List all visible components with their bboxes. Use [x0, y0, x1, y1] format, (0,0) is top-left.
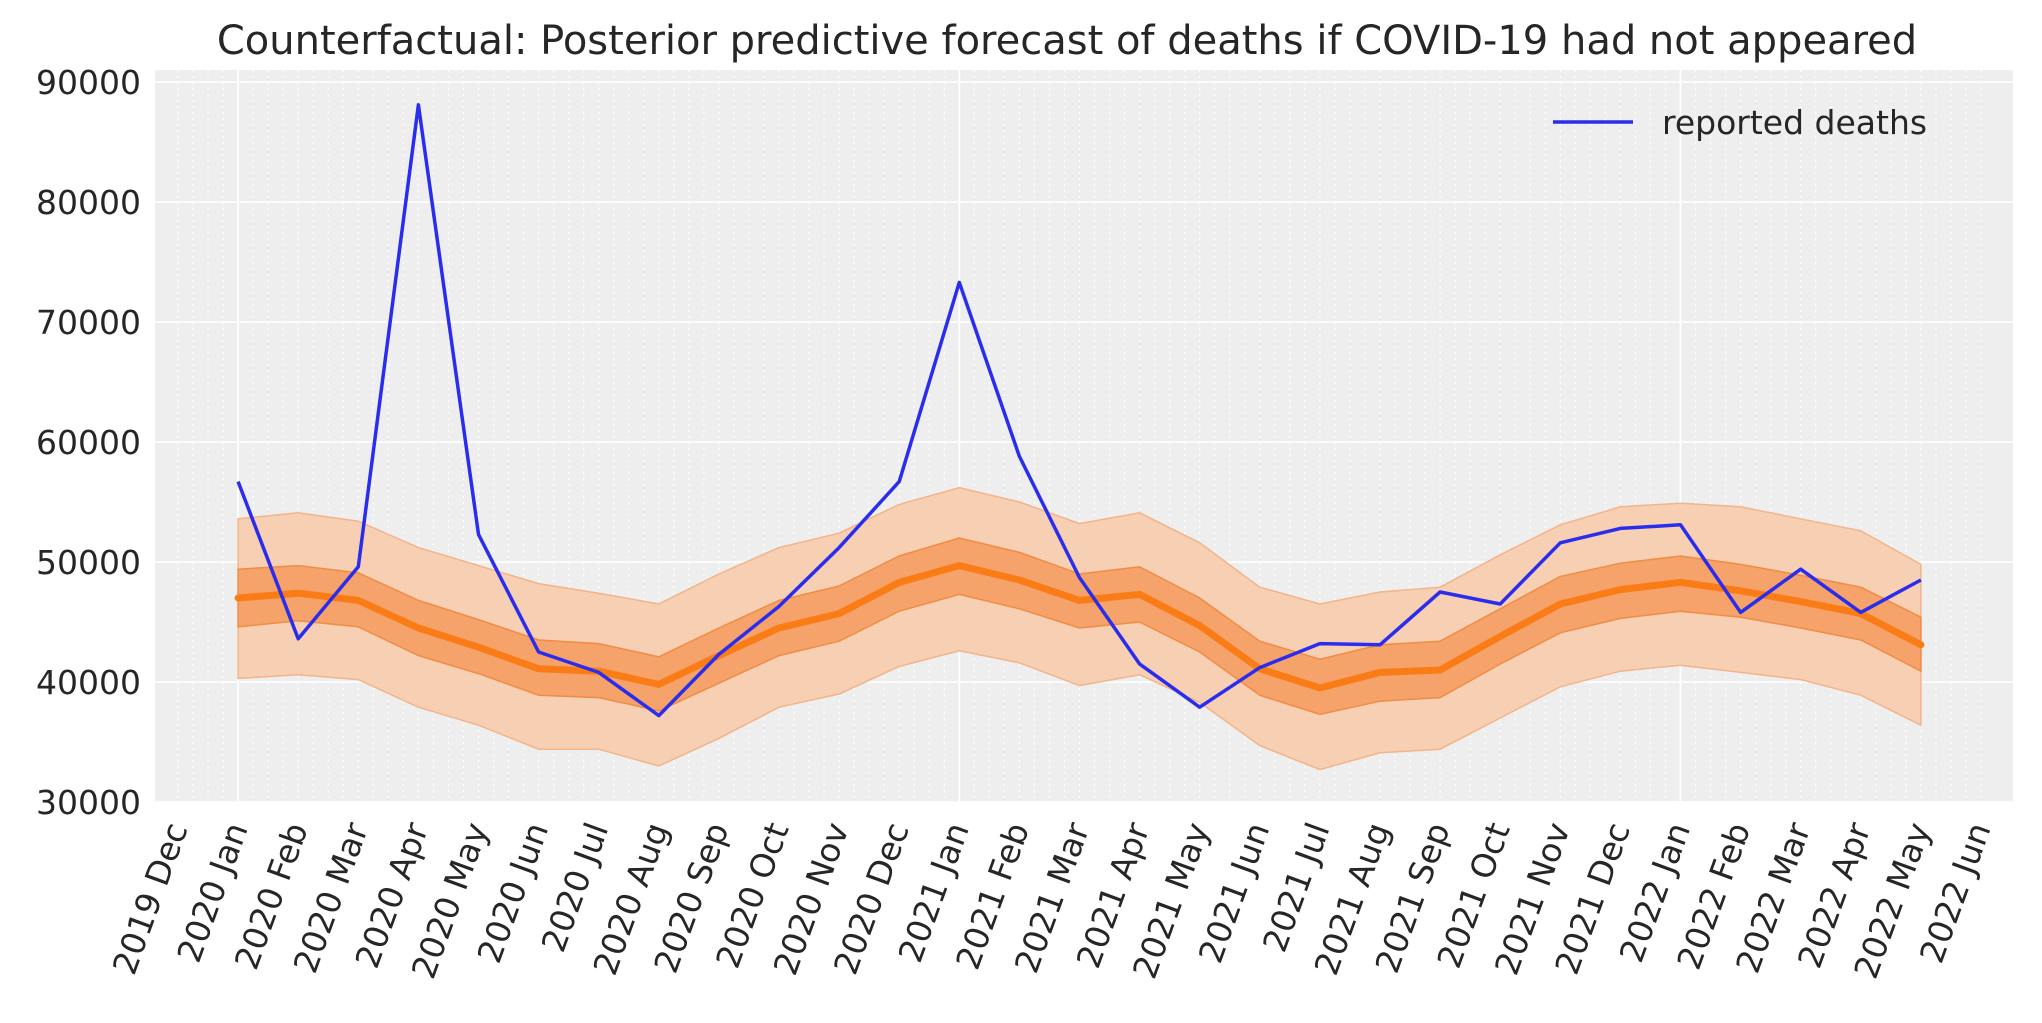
y-tick-label: 80000	[36, 183, 141, 222]
chart-title: Counterfactual: Posterior predictive for…	[217, 18, 1917, 64]
y-axis-tick-labels: 30000 40000 50000 60000 70000 80000 90000	[36, 63, 141, 822]
y-tick-label: 30000	[36, 783, 141, 822]
legend-label-reported-deaths: reported deaths	[1662, 103, 1927, 142]
legend: reported deaths	[1553, 103, 1927, 142]
y-tick-label: 40000	[36, 663, 141, 702]
credible-interval-bands	[237, 486, 1922, 771]
series-line-median	[234, 562, 1925, 692]
y-tick-label: 60000	[36, 423, 141, 462]
series-lines	[234, 103, 1925, 718]
y-tick-label: 90000	[36, 63, 141, 102]
band-inner	[237, 537, 1922, 716]
series-line-reported-deaths	[236, 103, 1922, 718]
minor-gridlines	[192, 70, 1967, 802]
y-tick-label: 50000	[36, 543, 141, 582]
y-tick-label: 70000	[36, 303, 141, 342]
